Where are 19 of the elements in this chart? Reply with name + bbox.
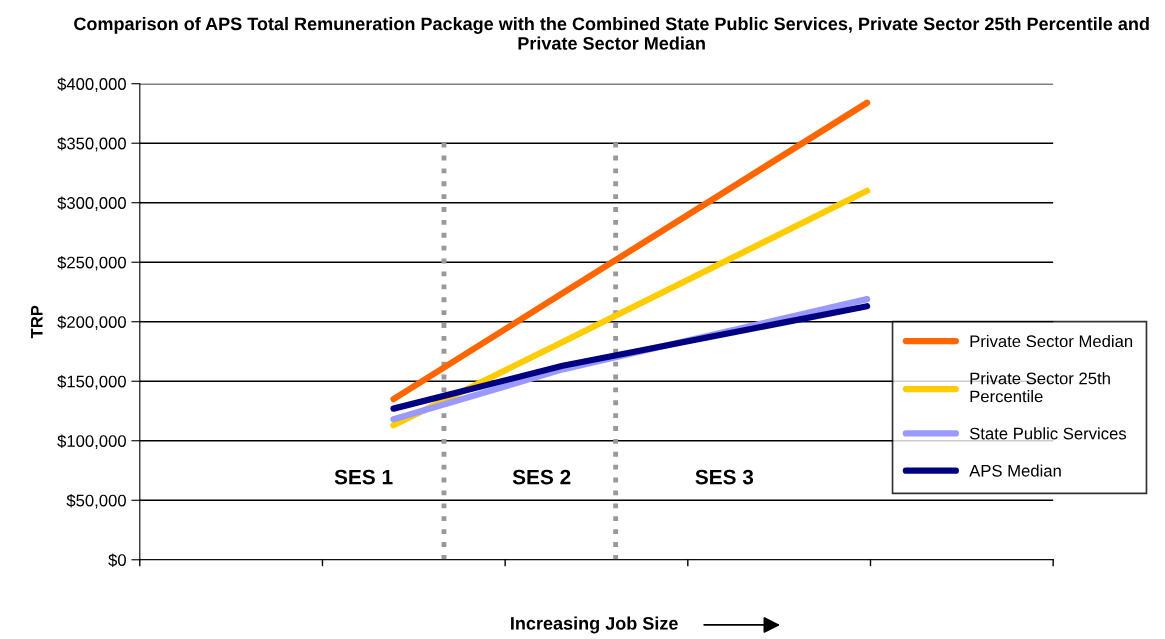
y-tick-label: $50,000 [66, 493, 126, 509]
chart-title: Comparison of APS Total Remuneration Package with the Combined State Public Services, Private Sector 25th Percentile and Private Sector Median [74, 16, 1149, 50]
annotation: SES 1 [334, 469, 393, 485]
y-tick-label: $200,000 [57, 315, 126, 330]
y-tick-label: $300,000 [57, 196, 126, 211]
annotation: SES 2 [512, 469, 571, 485]
y-tick-label: $350,000 [57, 136, 126, 152]
y-tick-label: $100,000 [57, 434, 126, 449]
annotation: SES 3 [695, 469, 754, 485]
legend-label: Private Sector Median [970, 334, 1133, 348]
y-tick-label: $400,000 [57, 77, 126, 92]
x-axis-title: Increasing Job Size [511, 616, 678, 634]
y-tick-label: $150,000 [57, 374, 126, 390]
legend-label: State Public Services [969, 427, 1127, 440]
y-axis-title: TRP [31, 305, 43, 339]
legend-label: APS Median [969, 464, 1061, 477]
legend-label: Private Sector 25th Percentile [970, 372, 1110, 403]
y-tick-label: $250,000 [57, 255, 126, 271]
y-tick-label: $0 [108, 553, 126, 567]
